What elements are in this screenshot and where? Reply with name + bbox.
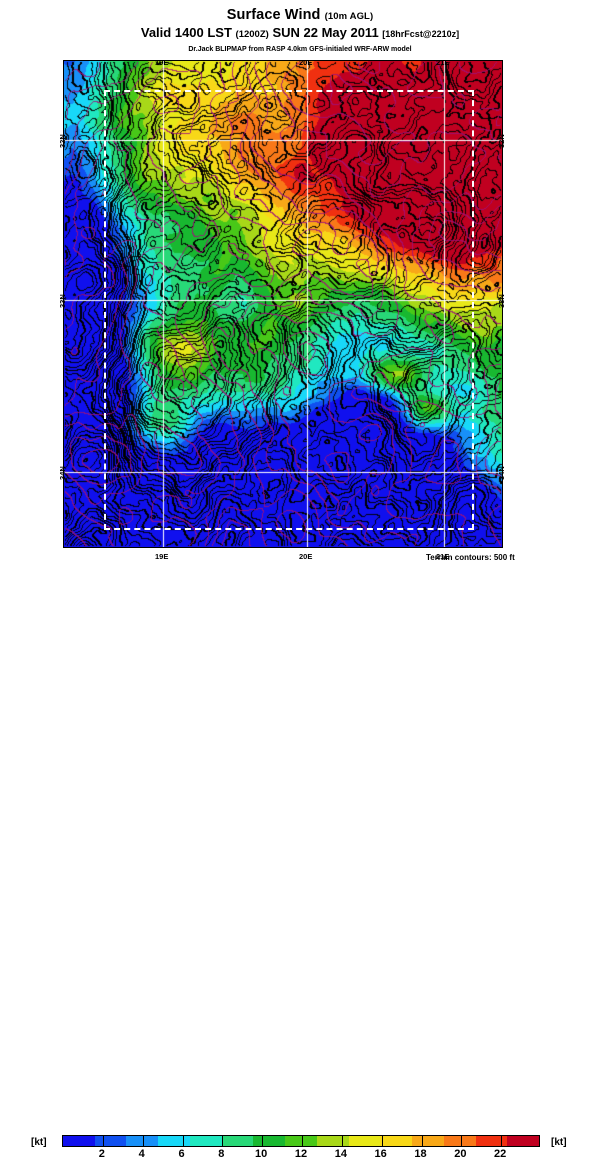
colorbar-segment-0 — [63, 1136, 95, 1146]
valid-time: Valid 1400 LST — [140, 25, 232, 40]
colorbar-segment-1 — [94, 1136, 127, 1146]
lon-label-21E-top: 21E — [436, 58, 450, 67]
model-domain-boundary — [104, 90, 474, 530]
screenshot-root: Surface Wind (10m AGL) Valid 1400 LST (1… — [0, 8, 600, 1161]
colorbar-tick-10: 10 — [255, 1148, 268, 1160]
colorbar-separator-2 — [102, 1136, 104, 1146]
colorbar-tick-8: 8 — [218, 1148, 225, 1160]
wind-speed-field — [64, 61, 502, 547]
colorbar-tick-4: 4 — [138, 1148, 145, 1160]
chart-title-sub: (10m AGL) — [324, 11, 374, 22]
colorbar-segment-7 — [285, 1136, 317, 1146]
lat-label-34N-left: 34N — [58, 466, 67, 480]
colorbar-segment-13 — [475, 1136, 508, 1146]
colorbar-tick-14: 14 — [334, 1148, 347, 1160]
colorbar-tick-2: 2 — [98, 1148, 105, 1160]
colorbar-segment-14 — [507, 1136, 540, 1146]
colorbar-separator-10 — [262, 1136, 264, 1146]
chart-title-main: Surface Wind — [226, 7, 321, 23]
colorbar-separator-6 — [182, 1136, 184, 1146]
colorbar-separator-4 — [142, 1136, 144, 1146]
valid-time-utc: (1200Z) — [235, 29, 269, 40]
lat-label-32N-right: 32N — [497, 134, 506, 148]
lat-label-33N-right: 33N — [497, 294, 506, 308]
colorbar-segment-12 — [443, 1136, 476, 1146]
lon-label-19E-bot: 19E — [155, 552, 169, 561]
model-source-line: Dr.Jack BLIPMAP from RASP 4.0km GFS-init… — [188, 46, 412, 53]
colorbar-tick-22: 22 — [494, 1148, 507, 1160]
lon-label-19E-top: 19E — [155, 58, 169, 67]
colorbar-segment-8 — [316, 1136, 349, 1146]
colorbar-segment-3 — [158, 1136, 190, 1146]
colorbar-separator-8 — [222, 1136, 224, 1146]
colorbar-separator-22 — [501, 1136, 503, 1146]
colorbar-segment-9 — [348, 1136, 381, 1146]
chart-title: Surface Wind (10m AGL) — [0, 8, 600, 24]
colorbar-legend: [kt] 2 4 6 8 10 12 14 16 18 20 22 [kt] — [0, 566, 600, 1160]
colorbar-tick-18: 18 — [414, 1148, 427, 1160]
valid-date: SUN 22 May 2011 — [272, 25, 379, 40]
colorbar-segment-6 — [253, 1136, 286, 1146]
colorbar-tick-16: 16 — [374, 1148, 387, 1160]
colorbar-separator-12 — [302, 1136, 303, 1146]
forecast-hour: [18hrFcst@2210z] — [382, 29, 460, 39]
terrain-contour-note: Terrain contours: 500 ft — [426, 553, 515, 562]
lat-label-33N-left: 33N — [58, 294, 67, 308]
colorbar-separator-18 — [421, 1136, 423, 1146]
colorbar-separator-16 — [381, 1136, 383, 1146]
colorbar-tick-labels: 2 4 6 8 10 12 14 16 18 20 22 — [62, 1148, 540, 1164]
map-plot-area — [63, 60, 503, 548]
colorbar-tick-6: 6 — [178, 1148, 185, 1160]
chart-subtitle: Valid 1400 LST (1200Z) SUN 22 May 2011 [… — [0, 25, 600, 43]
colorbar-separator-20 — [461, 1136, 463, 1146]
colorbar-gradient — [62, 1135, 540, 1147]
colorbar-separator-14 — [341, 1136, 343, 1146]
colorbar-unit-right: [kt] — [551, 1137, 567, 1148]
lon-label-20E-top: 20E — [299, 58, 313, 67]
colorbar-tick-12: 12 — [294, 1148, 308, 1160]
lat-label-32N-left: 32N — [58, 134, 67, 148]
lat-label-34N-right: 34N — [497, 466, 506, 480]
lon-label-20E-bot: 20E — [299, 552, 313, 561]
lon-label-21E-bot: 21E — [436, 552, 450, 561]
colorbar-segment-4 — [189, 1136, 222, 1146]
colorbar-tick-20: 20 — [454, 1148, 467, 1160]
colorbar-segment-11 — [412, 1136, 444, 1146]
colorbar-unit-left: [kt] — [31, 1137, 47, 1148]
title-block: Surface Wind (10m AGL) Valid 1400 LST (1… — [0, 8, 600, 55]
colorbar-segment-10 — [380, 1136, 413, 1146]
colorbar-segment-5 — [221, 1136, 254, 1146]
